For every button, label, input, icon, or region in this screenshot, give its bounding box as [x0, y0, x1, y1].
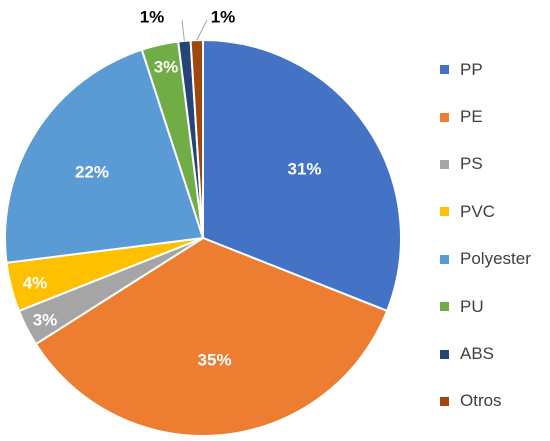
pie-slice-otros [189, 38, 204, 239]
legend-label-otros: Otros [460, 391, 502, 411]
leader-line-abs [181, 19, 185, 41]
slice-label-ps: 3% [33, 311, 58, 330]
pie-slice-pp [202, 38, 402, 313]
pie-slice-pe [34, 236, 389, 437]
legend-item-abs: ABS [440, 330, 531, 377]
legend-swatch-abs [440, 349, 449, 359]
legend-item-ps: PS [440, 141, 531, 188]
legend-label-pvc: PVC [460, 201, 495, 221]
legend-swatch-pu [440, 302, 449, 312]
slice-label-pvc: 4% [23, 274, 48, 293]
slice-label-pp: 31% [288, 159, 322, 178]
legend-item-pu: PU [440, 283, 531, 330]
legend-swatch-otros [440, 396, 449, 406]
legend-label-ps: PS [460, 154, 483, 174]
slice-labels: 31% 35% 3% 4% 22% 3% 1% 1% [23, 8, 322, 370]
legend-item-otros: Otros [440, 378, 531, 425]
legend-item-polyester: Polyester [440, 236, 531, 283]
slice-label-polyester: 22% [75, 163, 109, 182]
legend-swatch-pvc [440, 207, 449, 217]
legend-swatch-pe [440, 112, 449, 122]
pie-slice-polyester [4, 48, 205, 264]
legend-swatch-ps [440, 159, 449, 169]
slice-label-pu: 3% [154, 58, 179, 77]
legend-swatch-pp [440, 65, 449, 75]
slice-label-pe: 35% [198, 351, 232, 370]
legend-label-abs: ABS [460, 344, 495, 364]
pie-slices [4, 38, 402, 437]
slice-label-abs: 1% [140, 8, 165, 27]
legend-swatch-polyester [440, 254, 449, 264]
legend-item-pvc: PVC [440, 188, 531, 235]
legend: PP PE PS PVC Polyester PU ABS Otros [440, 46, 531, 425]
legend-item-pp: PP [440, 46, 531, 93]
legend-label-pu: PU [460, 296, 484, 316]
slice-label-otros: 1% [211, 8, 236, 27]
legend-label-polyester: Polyester [460, 249, 531, 269]
legend-label-pp: PP [460, 59, 483, 79]
legend-label-pe: PE [460, 107, 483, 127]
legend-item-pe: PE [440, 93, 531, 140]
leader-line-otros [196, 19, 208, 41]
leader-lines [181, 19, 208, 41]
